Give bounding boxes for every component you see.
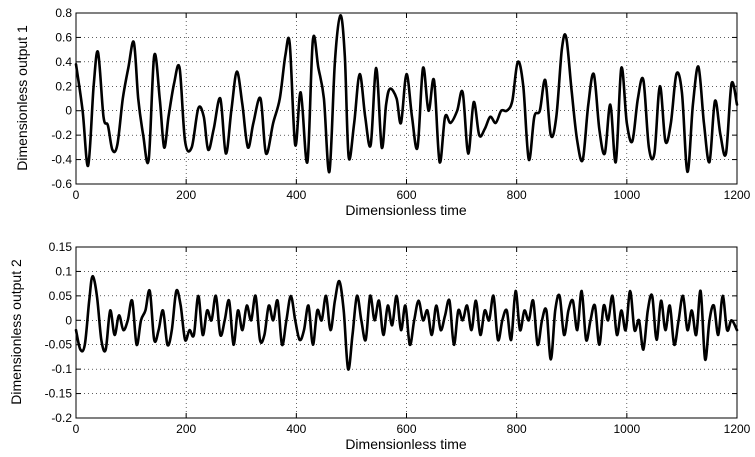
x-tick-label: 0 [73,422,80,436]
y-tick-label: -0.1 [51,362,72,376]
x-tick-label: 200 [176,422,196,436]
x-tick-label: 1200 [724,422,751,436]
y-tick-label: -0.2 [51,128,72,142]
series-line-output-1 [74,14,739,174]
x-axis-label: Dimensionless time [345,202,467,218]
x-tick-labels: 0 200 400 600 800 1000 1200 [73,188,751,202]
y-tick-label: -0.4 [51,153,72,167]
y-tick-label: 0.4 [55,55,72,69]
y-tick-label: -0.6 [51,177,72,191]
y-tick-label: 0 [65,313,72,327]
y-tick-label: -0.2 [51,411,72,425]
y-tick-label: 0.1 [55,264,72,278]
y-axis-label: Dimensionless output 2 [8,259,24,405]
y-tick-labels: -0.2 -0.15 -0.1 -0.05 0 0.05 0.1 0.15 [45,240,73,425]
y-tick-label: 0 [65,104,72,118]
y-tick-label: 0.05 [49,289,73,303]
x-tick-labels: 0 200 400 600 800 1000 1200 [73,422,751,436]
x-tick-label: 1000 [613,422,640,436]
x-tick-label: 400 [286,422,306,436]
chart-panel-output-1: -0.6 -0.4 -0.2 0 0.2 0.4 0.6 0.8 0 200 400 600 800 1… [14,6,751,218]
x-tick-label: 800 [507,422,527,436]
x-tick-label: 0 [73,188,80,202]
x-tick-label: 1200 [724,188,751,202]
y-tick-label: 0.15 [49,240,73,254]
x-tick-label: 600 [396,422,416,436]
y-tick-label: 0.2 [55,79,72,93]
y-tick-label: -0.15 [45,387,73,401]
y-axis-label: Dimensionless output 1 [14,25,30,171]
x-tick-label: 600 [396,188,416,202]
tick-marks [75,12,738,185]
chart-panel-output-2: -0.2 -0.15 -0.1 -0.05 0 0.05 0.1 0.15 0 200 400 60… [8,240,751,452]
grid-lines [76,247,737,418]
x-tick-label: 1000 [613,188,640,202]
y-tick-labels: -0.6 -0.4 -0.2 0 0.2 0.4 0.6 0.8 [51,6,72,191]
x-tick-label: 400 [286,188,306,202]
x-tick-label: 800 [507,188,527,202]
y-tick-label: 0.8 [55,6,72,20]
grid-lines [76,13,737,184]
x-axis-label: Dimensionless time [345,436,467,452]
series-line-output-2 [74,274,739,371]
x-tick-label: 200 [176,188,196,202]
y-tick-label: 0.6 [55,30,72,44]
y-tick-label: -0.05 [45,338,73,352]
